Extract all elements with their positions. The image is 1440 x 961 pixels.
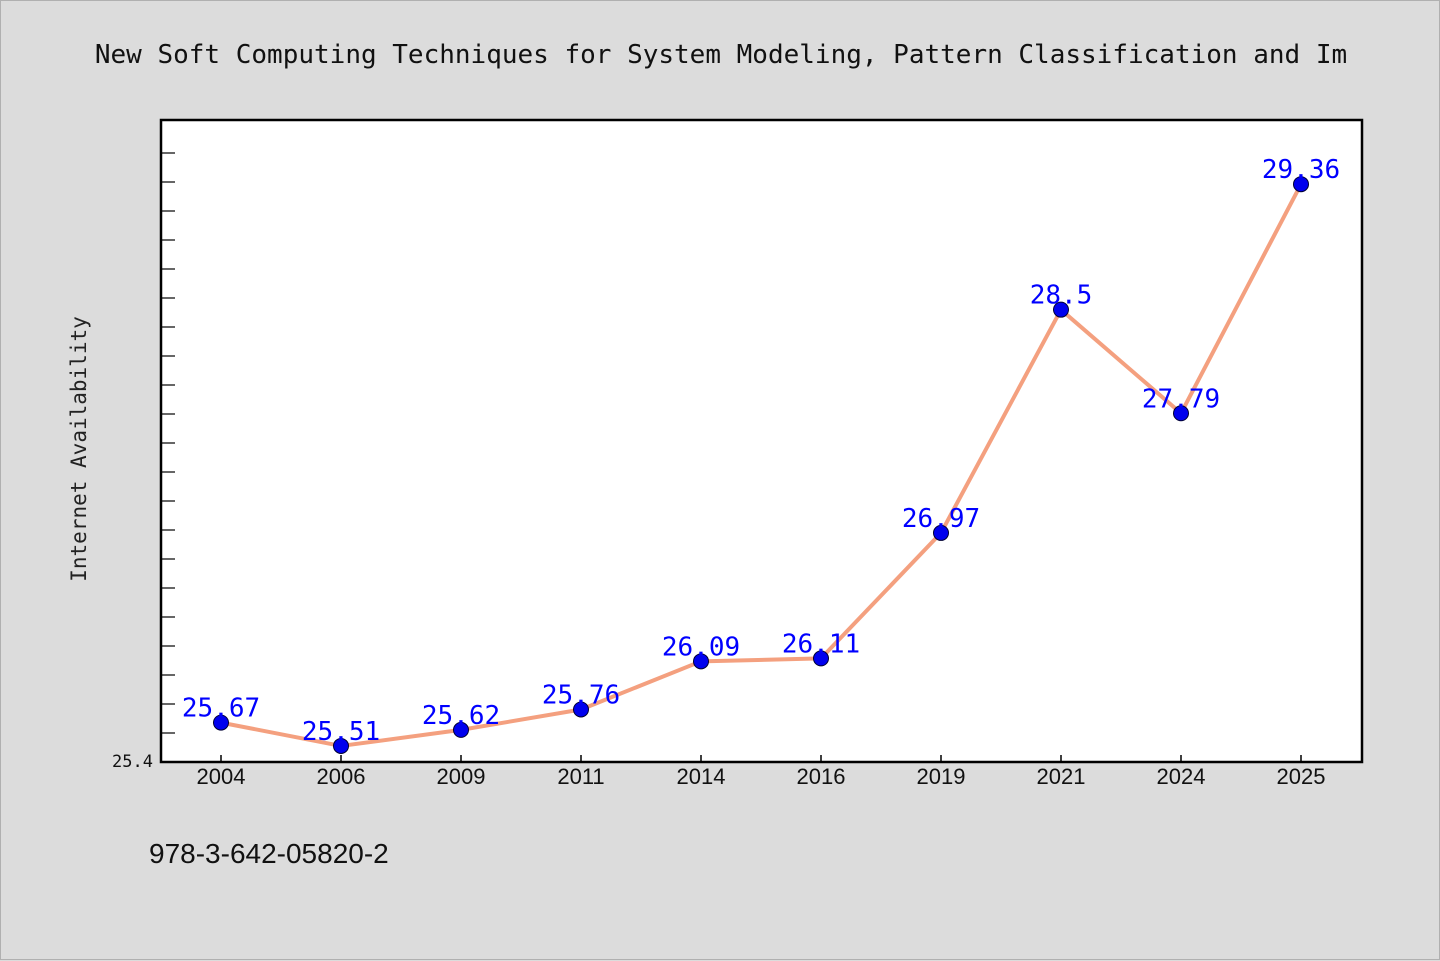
x-tick-label: 2016 (797, 764, 846, 789)
data-point (1293, 176, 1309, 193)
data-point (813, 650, 829, 667)
data-label: 26.11 (782, 629, 860, 659)
x-tick-label: 2021 (1037, 764, 1086, 789)
data-markers (213, 176, 1309, 754)
data-point (333, 737, 349, 754)
x-tick-label: 2011 (557, 764, 604, 789)
x-tick-label: 2009 (437, 764, 486, 789)
series-line (220, 183, 1303, 748)
x-tick-label: 2004 (197, 764, 246, 789)
data-point (933, 524, 949, 541)
data-point (453, 721, 469, 738)
chart-title: New Soft Computing Techniques for System… (95, 40, 1347, 70)
data-label: 28.5 (1030, 281, 1093, 311)
data-point (213, 714, 229, 731)
x-tick-label: 2024 (1157, 764, 1206, 789)
data-label: 29.36 (1262, 155, 1340, 185)
data-label: 25.62 (422, 701, 500, 731)
data-label: 25.51 (302, 717, 380, 747)
y-axis-minor-ticks (161, 152, 175, 734)
data-point (1053, 301, 1069, 318)
plot-area (159, 118, 1364, 764)
data-point (1173, 405, 1189, 422)
x-axis-tick-labels: 2004 2006 2009 2011 2014 2016 2019 2021 2024 2025 (197, 764, 1326, 789)
y-tick-label: 25.4 (112, 752, 153, 772)
footer-isbn: 978-3-642-05820-2 (149, 838, 389, 869)
data-point (693, 653, 709, 670)
x-axis-ticks (220, 755, 1302, 762)
x-tick-label: 2025 (1277, 764, 1326, 789)
data-labels: 25.67 25.51 25.62 25.76 26.09 26.11 26.97 28.5 2… (182, 155, 1340, 747)
data-label: 26.97 (902, 504, 980, 534)
data-label: 26.09 (662, 632, 740, 662)
x-tick-label: 2019 (917, 764, 966, 789)
data-point (573, 701, 589, 718)
data-label: 25.67 (182, 694, 260, 724)
data-label: 25.76 (542, 680, 620, 710)
x-tick-label: 2006 (317, 764, 366, 789)
x-tick-label: 2014 (677, 764, 726, 789)
y-axis-label: Internet Availability (67, 316, 91, 582)
data-label: 27.79 (1142, 384, 1220, 414)
